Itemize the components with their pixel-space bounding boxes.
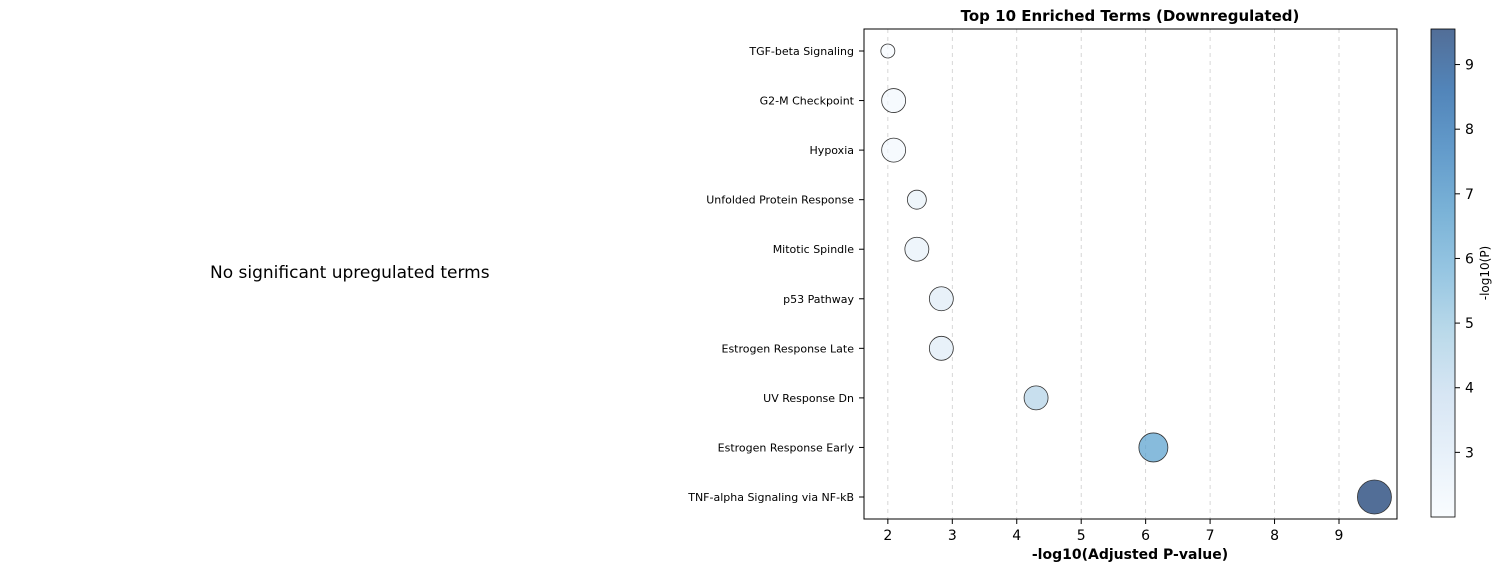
no-upregulated-terms-message: No significant upregulated terms — [210, 263, 490, 283]
x-axis-ticks: 2 3 4 5 6 7 8 9 — [883, 519, 1343, 544]
y-tick-label: G2-M Checkpoint — [760, 95, 855, 108]
data-point — [904, 236, 930, 262]
y-tick-label: TNF-alpha Signaling via NF-kB — [687, 491, 854, 504]
y-axis-ticks: TGF-beta Signaling G2-M Checkpoint Hypoxia… — [687, 45, 864, 504]
x-tick-label: 3 — [948, 528, 957, 544]
data-point — [928, 335, 954, 361]
y-tick-label: Unfolded Protein Response — [706, 194, 854, 207]
colorbar — [1430, 28, 1456, 518]
x-tick-label: 9 — [1335, 528, 1344, 544]
x-tick-label: 6 — [1141, 528, 1150, 544]
x-tick-label: 5 — [1077, 528, 1086, 544]
y-tick-label: Estrogen Response Early — [718, 441, 855, 454]
colorbar-tick-label: 8 — [1465, 122, 1474, 138]
points-layer — [880, 43, 1392, 515]
data-point — [880, 43, 896, 59]
y-tick-label: Mitotic Spindle — [773, 243, 855, 256]
x-tick-label: 7 — [1206, 528, 1215, 544]
colorbar-ticks: 3 4 5 6 7 8 9 — [1455, 58, 1474, 461]
colorbar-tick-label: 4 — [1465, 381, 1474, 397]
colorbar-tick-label: 3 — [1465, 445, 1474, 461]
colorbar-label: -log10(P) — [1478, 246, 1492, 301]
data-point — [1357, 479, 1392, 515]
y-tick-label: p53 Pathway — [783, 293, 854, 306]
x-axis-label: -log10(Adjusted P-value) — [1032, 547, 1228, 563]
colorbar-tick-label: 5 — [1465, 316, 1474, 332]
data-point — [881, 137, 907, 163]
data-point — [881, 88, 907, 113]
chart-title: Top 10 Enriched Terms (Downregulated) — [961, 7, 1300, 25]
plot-frame — [863, 28, 1398, 520]
x-tick-label: 4 — [1012, 528, 1021, 544]
grid-lines — [887, 29, 1340, 519]
x-tick-label: 2 — [883, 528, 892, 544]
data-point — [928, 286, 954, 312]
y-tick-label: Hypoxia — [810, 144, 854, 157]
x-tick-label: 8 — [1270, 528, 1279, 544]
y-tick-label: UV Response Dn — [763, 392, 854, 405]
data-point — [1138, 432, 1169, 463]
colorbar-tick-label: 9 — [1465, 58, 1474, 74]
data-point — [1023, 385, 1049, 411]
colorbar-tick-label: 7 — [1465, 187, 1474, 203]
colorbar-tick-label: 6 — [1465, 251, 1474, 267]
data-point — [906, 189, 927, 210]
y-tick-label: TGF-beta Signaling — [748, 45, 854, 58]
y-tick-label: Estrogen Response Late — [722, 342, 855, 355]
